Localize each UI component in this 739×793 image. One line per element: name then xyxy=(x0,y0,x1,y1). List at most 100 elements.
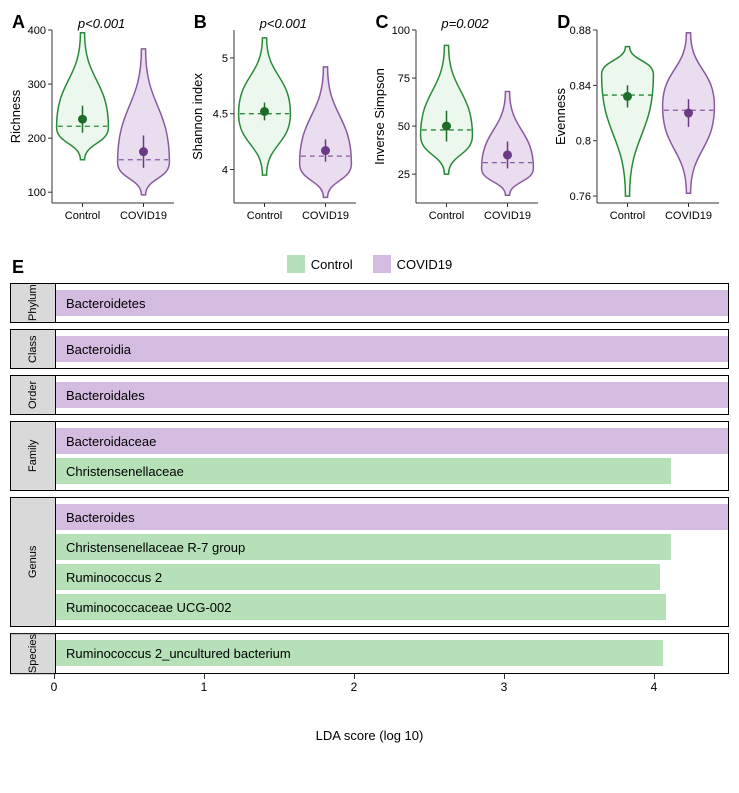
violin-svg: 25 50 75 100 Inverse Simpson Control COVID19 xyxy=(374,10,544,235)
xtick-label: COVID19 xyxy=(302,210,349,222)
violin-shape xyxy=(420,45,472,174)
xtick-label: Control xyxy=(428,210,463,222)
lda-group: PhylumBacteroidetes xyxy=(10,283,729,323)
ylabel: Evenness xyxy=(555,87,568,145)
pvalue-label: p<0.001 xyxy=(78,16,125,31)
lda-bar: Ruminococcus 2 xyxy=(56,564,660,590)
violin-panel-d: D0.760.80.840.88EvennessControlCOVID19 xyxy=(555,10,729,235)
lda-bar: Christensenellaceae xyxy=(56,458,671,484)
mean-dot xyxy=(139,147,148,156)
violin-row: Ap<0.001100200300400RichnessControlCOVID… xyxy=(10,10,729,235)
lda-groups-container: PhylumBacteroidetesClassBacteroidiaOrder… xyxy=(10,283,729,674)
lda-bars-box: Bacteroidales xyxy=(56,375,729,415)
lda-bar-row: Ruminococcus 2_uncultured bacterium xyxy=(56,638,728,668)
lda-axis: 0 1 2 3 4 xyxy=(54,680,729,710)
xtick-label: COVID19 xyxy=(483,210,530,222)
violin-svg: 44.55Shannon indexControlCOVID19 xyxy=(192,10,362,235)
violin-shape xyxy=(602,47,654,196)
lda-xtick-label: 3 xyxy=(501,680,508,694)
lda-group: OrderBacteroidales xyxy=(10,375,729,415)
ytick-label: 0.88 xyxy=(570,25,591,37)
mean-dot xyxy=(260,107,269,116)
lda-xlabel: LDA score (log 10) xyxy=(10,728,729,743)
legend-item: Control xyxy=(287,255,353,273)
xtick-label: Control xyxy=(65,210,100,222)
lda-xtick-label: 0 xyxy=(51,680,58,694)
lda-group: SpeciesRuminococcus 2_uncultured bacteri… xyxy=(10,633,729,674)
panel-letter: A xyxy=(12,12,25,33)
ytick-label: 50 xyxy=(397,121,409,133)
lda-group-label: Order xyxy=(10,375,56,415)
xtick-label: COVID19 xyxy=(665,210,712,222)
lda-bar-row: Bacteroidaceae xyxy=(56,426,728,456)
violin-shape xyxy=(57,33,109,160)
lda-bar-row: Ruminococcaceae UCG-002 xyxy=(56,592,728,622)
lda-bar: Ruminococcus 2_uncultured bacterium xyxy=(56,640,663,666)
lda-bars-box: Bacteroidaceae Christensenellaceae xyxy=(56,421,729,491)
panel-letter-e: E xyxy=(12,257,24,278)
violin-panel-c: Cp=0.002 25 50 75 100 Inverse Simpson Control C… xyxy=(374,10,548,235)
violin-shape xyxy=(299,67,351,198)
lda-group-label: Species xyxy=(10,633,56,674)
lda-xtick-label: 2 xyxy=(351,680,358,694)
panel-letter: C xyxy=(376,12,389,33)
violin-panel-a: Ap<0.001100200300400RichnessControlCOVID… xyxy=(10,10,184,235)
pvalue-label: p=0.002 xyxy=(441,16,488,31)
ytick-label: 4 xyxy=(222,165,228,177)
lda-group: FamilyBacteroidaceae Christensenellaceae xyxy=(10,421,729,491)
pvalue-label: p<0.001 xyxy=(260,16,307,31)
lda-bar: Bacteroidales xyxy=(56,382,728,408)
ytick-label: 75 xyxy=(397,73,409,85)
ytick-label: 0.8 xyxy=(576,136,591,148)
violin-svg: 100200300400RichnessControlCOVID19 xyxy=(10,10,180,235)
legend-label: Control xyxy=(311,257,353,272)
lda-bar-row: Ruminococcus 2 xyxy=(56,562,728,592)
lda-group-label: Genus xyxy=(10,497,56,627)
lda-bar-row: Bacteroidia xyxy=(56,334,728,364)
violin-shape xyxy=(118,49,170,195)
violin-svg: 0.760.80.840.88EvennessControlCOVID19 xyxy=(555,10,725,235)
ylabel: Inverse Simpson xyxy=(374,68,387,165)
ylabel: Shannon index xyxy=(192,73,205,160)
legend: Control COVID19 xyxy=(10,255,729,273)
lda-group-label: Family xyxy=(10,421,56,491)
mean-dot xyxy=(78,115,87,124)
lda-group: ClassBacteroidia xyxy=(10,329,729,369)
lda-bar-row: Christensenellaceae R-7 group xyxy=(56,532,728,562)
lda-xtick-label: 1 xyxy=(201,680,208,694)
lda-bar-row: Bacteroidales xyxy=(56,380,728,410)
lda-bar: Christensenellaceae R-7 group xyxy=(56,534,671,560)
legend-label: COVID19 xyxy=(397,257,453,272)
ytick-label: 100 xyxy=(28,187,46,199)
panel-letter: D xyxy=(557,12,570,33)
lda-panel: E ControlCOVID19 PhylumBacteroidetesClas… xyxy=(10,255,729,743)
ytick-label: 400 xyxy=(28,25,46,37)
xtick-label: Control xyxy=(610,210,645,222)
lda-xtick-label: 4 xyxy=(651,680,658,694)
lda-bar-row: Christensenellaceae xyxy=(56,456,728,486)
lda-bars-box: Bacteroidetes xyxy=(56,283,729,323)
lda-bar: Bacteroidaceae xyxy=(56,428,728,454)
xtick-label: COVID19 xyxy=(120,210,167,222)
lda-bar: Bacteroidia xyxy=(56,336,728,362)
lda-bar: Bacteroidetes xyxy=(56,290,728,316)
lda-bars-box: BacteroidesChristensenellaceae R-7 group… xyxy=(56,497,729,627)
ylabel: Richness xyxy=(10,89,23,143)
ytick-label: 200 xyxy=(28,133,46,145)
ytick-label: 4.5 xyxy=(212,109,227,121)
lda-group-label: Phylum xyxy=(10,283,56,323)
ytick-label: 0.76 xyxy=(570,191,591,203)
lda-bar-row: Bacteroides xyxy=(56,502,728,532)
lda-bar: Ruminococcaceae UCG-002 xyxy=(56,594,666,620)
mean-dot xyxy=(684,109,693,118)
panel-letter: B xyxy=(194,12,207,33)
mean-dot xyxy=(503,150,512,159)
mean-dot xyxy=(623,92,632,101)
ytick-label: 100 xyxy=(391,25,409,37)
lda-group: GenusBacteroidesChristensenellaceae R-7 … xyxy=(10,497,729,627)
legend-item: COVID19 xyxy=(373,255,453,273)
lda-bar-row: Bacteroidetes xyxy=(56,288,728,318)
mean-dot xyxy=(321,146,330,155)
lda-group-label: Class xyxy=(10,329,56,369)
ytick-label: 25 xyxy=(397,169,409,181)
